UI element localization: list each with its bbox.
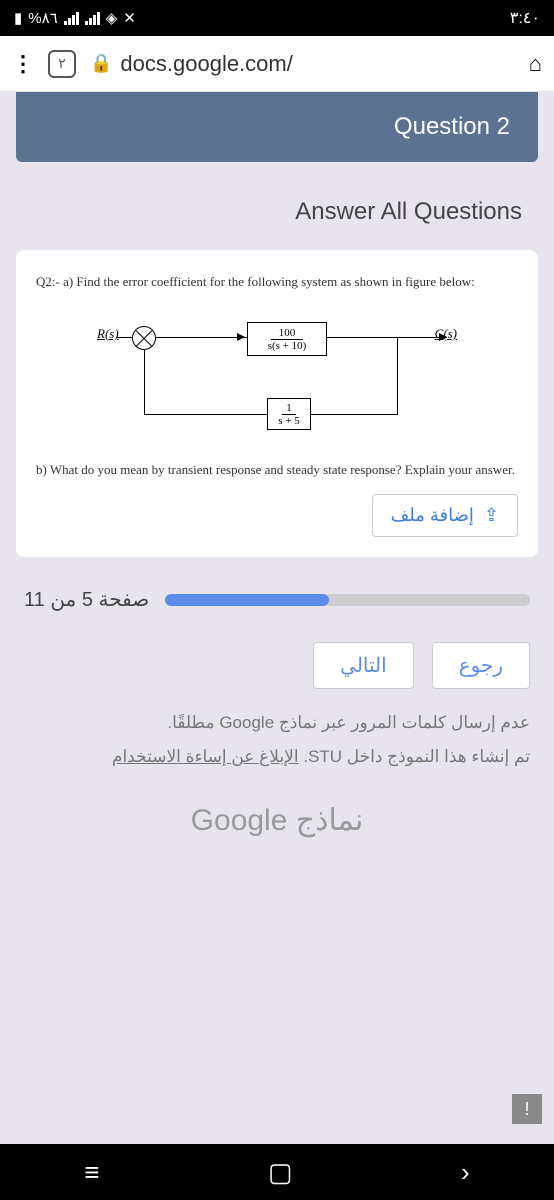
section-title: Answer All Questions — [32, 198, 522, 226]
progress-fill — [165, 594, 329, 606]
battery-percent: %٨٦ — [28, 9, 57, 27]
footer-line-1: عدم إرسال كلمات المرور عبر نماذج Google … — [24, 713, 530, 733]
home-button[interactable]: ▢ — [268, 1157, 293, 1188]
browser-bar: ⋮ ٢ 🔒 docs.google.com/ ⌂ — [0, 36, 554, 92]
question-header: Question 2 — [16, 92, 538, 162]
more-icon[interactable]: ⋮ — [12, 51, 34, 77]
status-bar: ▮ %٨٦ ◈ ✕ ٣:٤٠ — [0, 0, 554, 36]
lock-icon: 🔒 — [90, 53, 112, 74]
upload-label: إضافة ملف — [391, 505, 474, 526]
progress-bar — [165, 594, 530, 606]
upload-icon: ⇪ — [484, 505, 499, 526]
question-card: Q2:- a) Find the error coefficient for t… — [16, 250, 538, 557]
footer-line-2: تم إنشاء هذا النموذج داخل STU. الإبلاغ ع… — [24, 747, 530, 767]
system-nav-bar: ≡ ▢ › — [0, 1144, 554, 1200]
signal-icon-2 — [85, 12, 100, 25]
transfer-block-2: 1 s + 5 — [267, 398, 311, 430]
transfer-block-1: 100 s(s + 10) — [247, 322, 327, 356]
question-b-text: b) What do you mean by transient respons… — [36, 462, 518, 478]
rs-label: R(s) — [97, 326, 119, 342]
signal-icon-1 — [64, 12, 79, 25]
clock: ٣:٤٠ — [510, 8, 540, 28]
block-diagram: R(s) C(s) 100 s(s + 10) 1 s + 5 — [77, 306, 477, 446]
tab-count[interactable]: ٢ — [48, 50, 76, 78]
wifi-icon: ◈ — [106, 9, 118, 27]
url-text: docs.google.com/ — [120, 51, 292, 77]
home-icon[interactable]: ⌂ — [529, 51, 542, 77]
progress-label: صفحة 5 من 11 — [24, 587, 149, 612]
vibrate-icon: ✕ — [123, 9, 136, 27]
report-abuse-link[interactable]: الإبلاغ عن إساءة الاستخدام — [112, 747, 299, 766]
back-button[interactable]: رجوع — [432, 642, 530, 689]
summing-junction — [132, 326, 156, 350]
google-forms-brand[interactable]: نماذج Google — [0, 803, 554, 838]
battery-icon: ▮ — [14, 9, 22, 27]
question-a-text: Q2:- a) Find the error coefficient for t… — [36, 274, 518, 290]
question-title: Question 2 — [394, 113, 510, 141]
recent-apps-button[interactable]: ≡ — [84, 1157, 99, 1188]
back-system-button[interactable]: › — [461, 1157, 470, 1188]
progress-row: صفحة 5 من 11 — [24, 587, 530, 612]
address-bar[interactable]: 🔒 docs.google.com/ — [90, 51, 515, 77]
nav-buttons: التالي رجوع — [24, 642, 530, 689]
upload-button[interactable]: إضافة ملف ⇪ — [372, 494, 518, 537]
next-button[interactable]: التالي — [313, 642, 414, 689]
report-icon[interactable]: ! — [512, 1094, 542, 1124]
